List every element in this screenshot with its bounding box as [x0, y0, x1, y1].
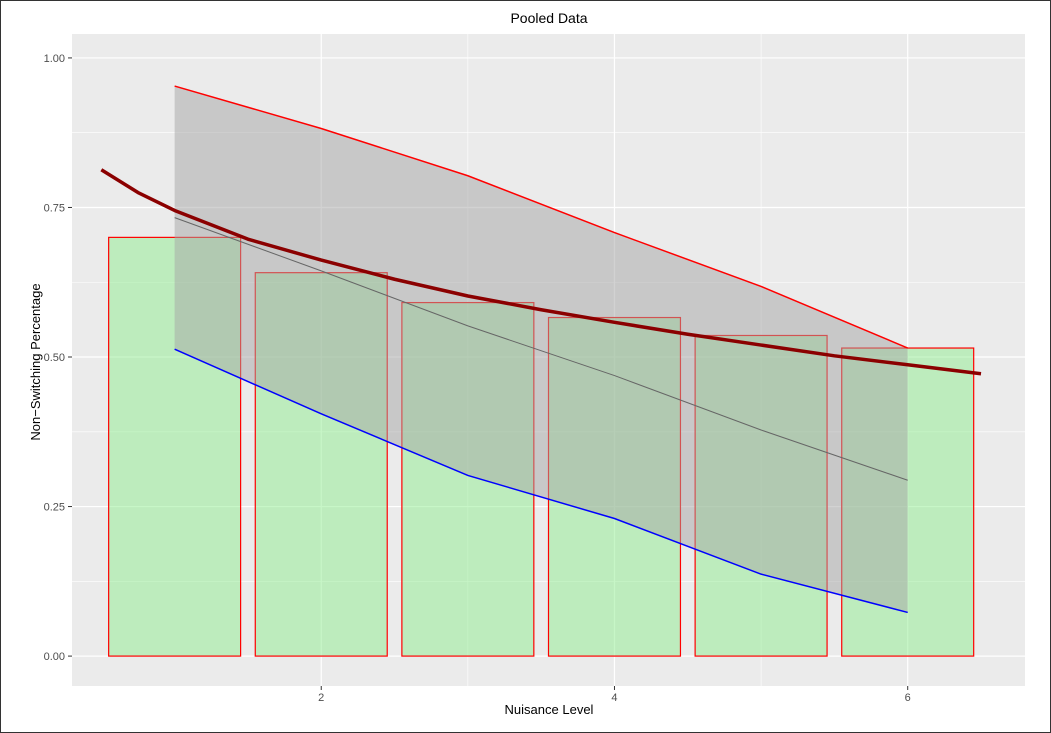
- band-upper-line: [174, 85, 908, 349]
- x-tick-label: 2: [318, 692, 324, 704]
- confidence-band: [174, 85, 908, 614]
- y-axis-title: Non−Switching Percentage: [28, 283, 43, 440]
- x-axis-ticks: 2 4 6: [318, 686, 911, 704]
- band-area: [174, 86, 908, 613]
- y-tick-label: 1.00: [44, 53, 65, 65]
- x-tick-label: 6: [905, 692, 911, 704]
- y-tick-label: 0.75: [44, 202, 65, 214]
- x-axis-title: Nuisance Level: [505, 702, 594, 717]
- chart-title: Pooled Data: [510, 10, 587, 26]
- band-lower-line: [174, 348, 908, 614]
- band-mid-line: [174, 217, 908, 481]
- y-axis-ticks: 0.00 0.25 0.50 0.75 1.00: [44, 53, 72, 663]
- y-tick-label: 0.00: [44, 651, 65, 663]
- y-tick-label: 0.25: [44, 502, 65, 514]
- fit-curve: [100, 168, 982, 376]
- x-tick-label: 4: [611, 692, 617, 704]
- y-tick-label: 0.50: [44, 352, 65, 364]
- fit-curve-group: [100, 168, 982, 376]
